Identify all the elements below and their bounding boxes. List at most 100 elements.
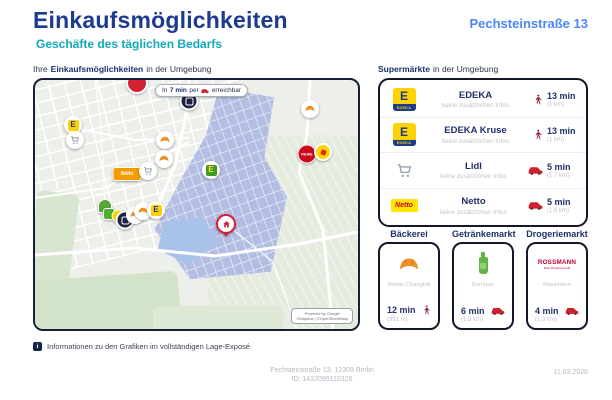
pill-middle: per [189, 87, 199, 94]
travel-time: 4 min [535, 306, 559, 316]
travel-distance: (1 km) [547, 137, 564, 144]
travel-distance: (991 m) [387, 317, 408, 323]
map-marker-cart-pin [66, 131, 84, 149]
map-marker-croissant [156, 131, 174, 149]
travel-time: 12 min [387, 305, 416, 315]
pill-suffix: erreichbar [211, 87, 242, 94]
edeka-logo-text: EDEKA [392, 139, 416, 147]
page-subtitle: Geschäfte des täglichen Bedarfs [36, 37, 223, 51]
pill-prefix: In [162, 87, 168, 94]
netto-logo-text: Netto [390, 199, 418, 213]
travel-distance: (1,8 km) [461, 317, 484, 323]
netto-logo-icon: Netto [389, 199, 419, 213]
map-marker-edeka: E [64, 116, 82, 134]
walking-icon [424, 305, 430, 315]
rossmann-tagline: Mein Drogeriemarkt [543, 265, 571, 270]
travel-time: 5 min [547, 197, 571, 208]
document-footer: Pechsteinstraße 13, 12309 Berlin ID: 143… [206, 366, 438, 384]
category-label-baeckerei: Bäckerei [390, 229, 428, 239]
travel-distance: (1,7 km) [547, 172, 570, 179]
drogeriemarkt-card: ROSSMANN Mein Drogeriemarkt Rossmann 4 m… [526, 242, 588, 330]
map-section-label: Ihre Einkaufsmöglichkeiten in der Umgebu… [33, 64, 211, 74]
map-marker-croissant [301, 100, 319, 118]
car-icon [201, 88, 209, 93]
map-label-suffix: in der Umgebung [146, 64, 212, 74]
store-name: Lidl [465, 160, 482, 172]
travel-time: 13 min [547, 126, 576, 137]
map-marker-croissant [155, 150, 173, 168]
map-marker-red-cut [126, 80, 148, 94]
shopping-cart-icon [389, 162, 419, 179]
store-name: Netto [461, 196, 486, 207]
map-marker-edeka: E [147, 201, 165, 219]
attribution-line2: ©Mapbox | ©OpenStreetMap [296, 316, 348, 321]
travel-time: 6 min [461, 306, 485, 316]
walking-icon [535, 94, 542, 105]
travel-distance: (1,3 km) [535, 317, 558, 323]
rossmann-logo-text: ROSSMANN [537, 258, 577, 266]
property-address: Pechsteinstraße 13 [469, 16, 588, 31]
store-info: keine zusätzlichen Infos [440, 173, 507, 180]
rossmann-logo: ROSSMANN Mein Drogeriemarkt [538, 248, 576, 282]
car-icon [528, 166, 543, 175]
store-name: Barrique [472, 282, 494, 288]
map-marker-green-e: E [202, 161, 220, 179]
map-marker-cart-pin [139, 162, 157, 180]
store-info: keine zusätzlichen Infos [442, 137, 509, 145]
map[interactable]: In 7 min per erreichbar E Netto E REWE E Pow… [33, 78, 360, 331]
travel-distance: (1,6 km) [547, 208, 570, 215]
store-name: Stefan Changfati [387, 282, 431, 288]
map-marker-home [216, 214, 236, 234]
edeka-logo-icon: E EDEKA [389, 123, 419, 147]
page-title: Einkaufsmöglichkeiten [33, 7, 288, 33]
supermarket-row: Lidl keine zusätzlichen Infos 5 min (1,7… [380, 152, 586, 188]
reachability-pill: In 7 min per erreichbar [155, 84, 249, 97]
car-icon [528, 202, 543, 211]
category-label-getraenkemarkt: Getränkemarkt [452, 229, 516, 239]
footer-address: Pechsteinstraße 13, 12309 Berlin [270, 367, 374, 374]
supermarkets-card: E EDEKA EDEKA keine zusätzlichen Infos 13… [378, 78, 588, 227]
map-attribution: Powered by Google ©Mapbox | ©OpenStreetM… [291, 308, 353, 324]
supermarket-row: E EDEKA EDEKA keine zusätzlichen Infos 13… [380, 82, 586, 117]
map-marker-label: REWE [301, 152, 313, 156]
map-marker-netto: Netto [112, 167, 142, 181]
map-marker-yellow [314, 143, 332, 161]
attribution-line1: Powered by Google [304, 311, 340, 316]
baeckerei-card: Stefan Changfati 12 min (991 m) [378, 242, 440, 330]
store-info: keine zusätzlichen Infos [442, 102, 509, 109]
store-name: EDEKA [458, 89, 493, 101]
store-name: Rossmann [543, 282, 571, 288]
graphics-note: i Informationen zu den Grafiken im volls… [33, 342, 250, 351]
supermarket-row: Netto Netto keine zusätzlichen Infos 5 m… [380, 187, 586, 224]
car-icon [565, 307, 579, 315]
graphics-note-text: Informationen zu den Grafiken im vollstä… [47, 342, 251, 351]
category-label-drogeriemarkt: Drogeriemarkt [526, 229, 588, 239]
pill-time: 7 min [169, 87, 187, 94]
map-park-area [153, 306, 283, 329]
footer-date: 11.03.2026 [553, 369, 588, 376]
supermarket-row: E EDEKA EDEKA Kruse keine zusätzlichen In… [380, 116, 586, 153]
store-info: keine zusätzlichen Infos [440, 208, 507, 216]
store-name: EDEKA Kruse [444, 125, 507, 136]
supermarkets-label-suffix: in der Umgebung [432, 64, 499, 74]
edeka-logo-text: EDEKA [392, 104, 416, 111]
travel-time: 13 min [547, 90, 576, 101]
edeka-letter: E [399, 89, 408, 103]
getraenkemarkt-card: Barrique 6 min (1,8 km) [452, 242, 514, 330]
map-marker-label: Netto [120, 171, 134, 177]
footer-id: ID: 1432095110326 [291, 376, 353, 383]
travel-distance: (1 km) [547, 101, 564, 108]
edeka-logo-icon: E EDEKA [389, 87, 419, 111]
croissant-icon [397, 248, 421, 282]
supermarkets-label-bold: Supermärkte [378, 64, 430, 74]
supermarkets-section-label: Supermärkte in der Umgebung [378, 64, 498, 74]
walking-icon [535, 129, 542, 140]
map-label-prefix: Ihre [33, 64, 48, 74]
edeka-letter: E [399, 124, 408, 139]
bottle-icon [478, 248, 488, 282]
car-icon [491, 307, 505, 315]
info-icon: i [33, 342, 42, 351]
travel-time: 5 min [547, 161, 571, 172]
map-label-bold: Einkaufsmöglichkeiten [50, 64, 144, 74]
